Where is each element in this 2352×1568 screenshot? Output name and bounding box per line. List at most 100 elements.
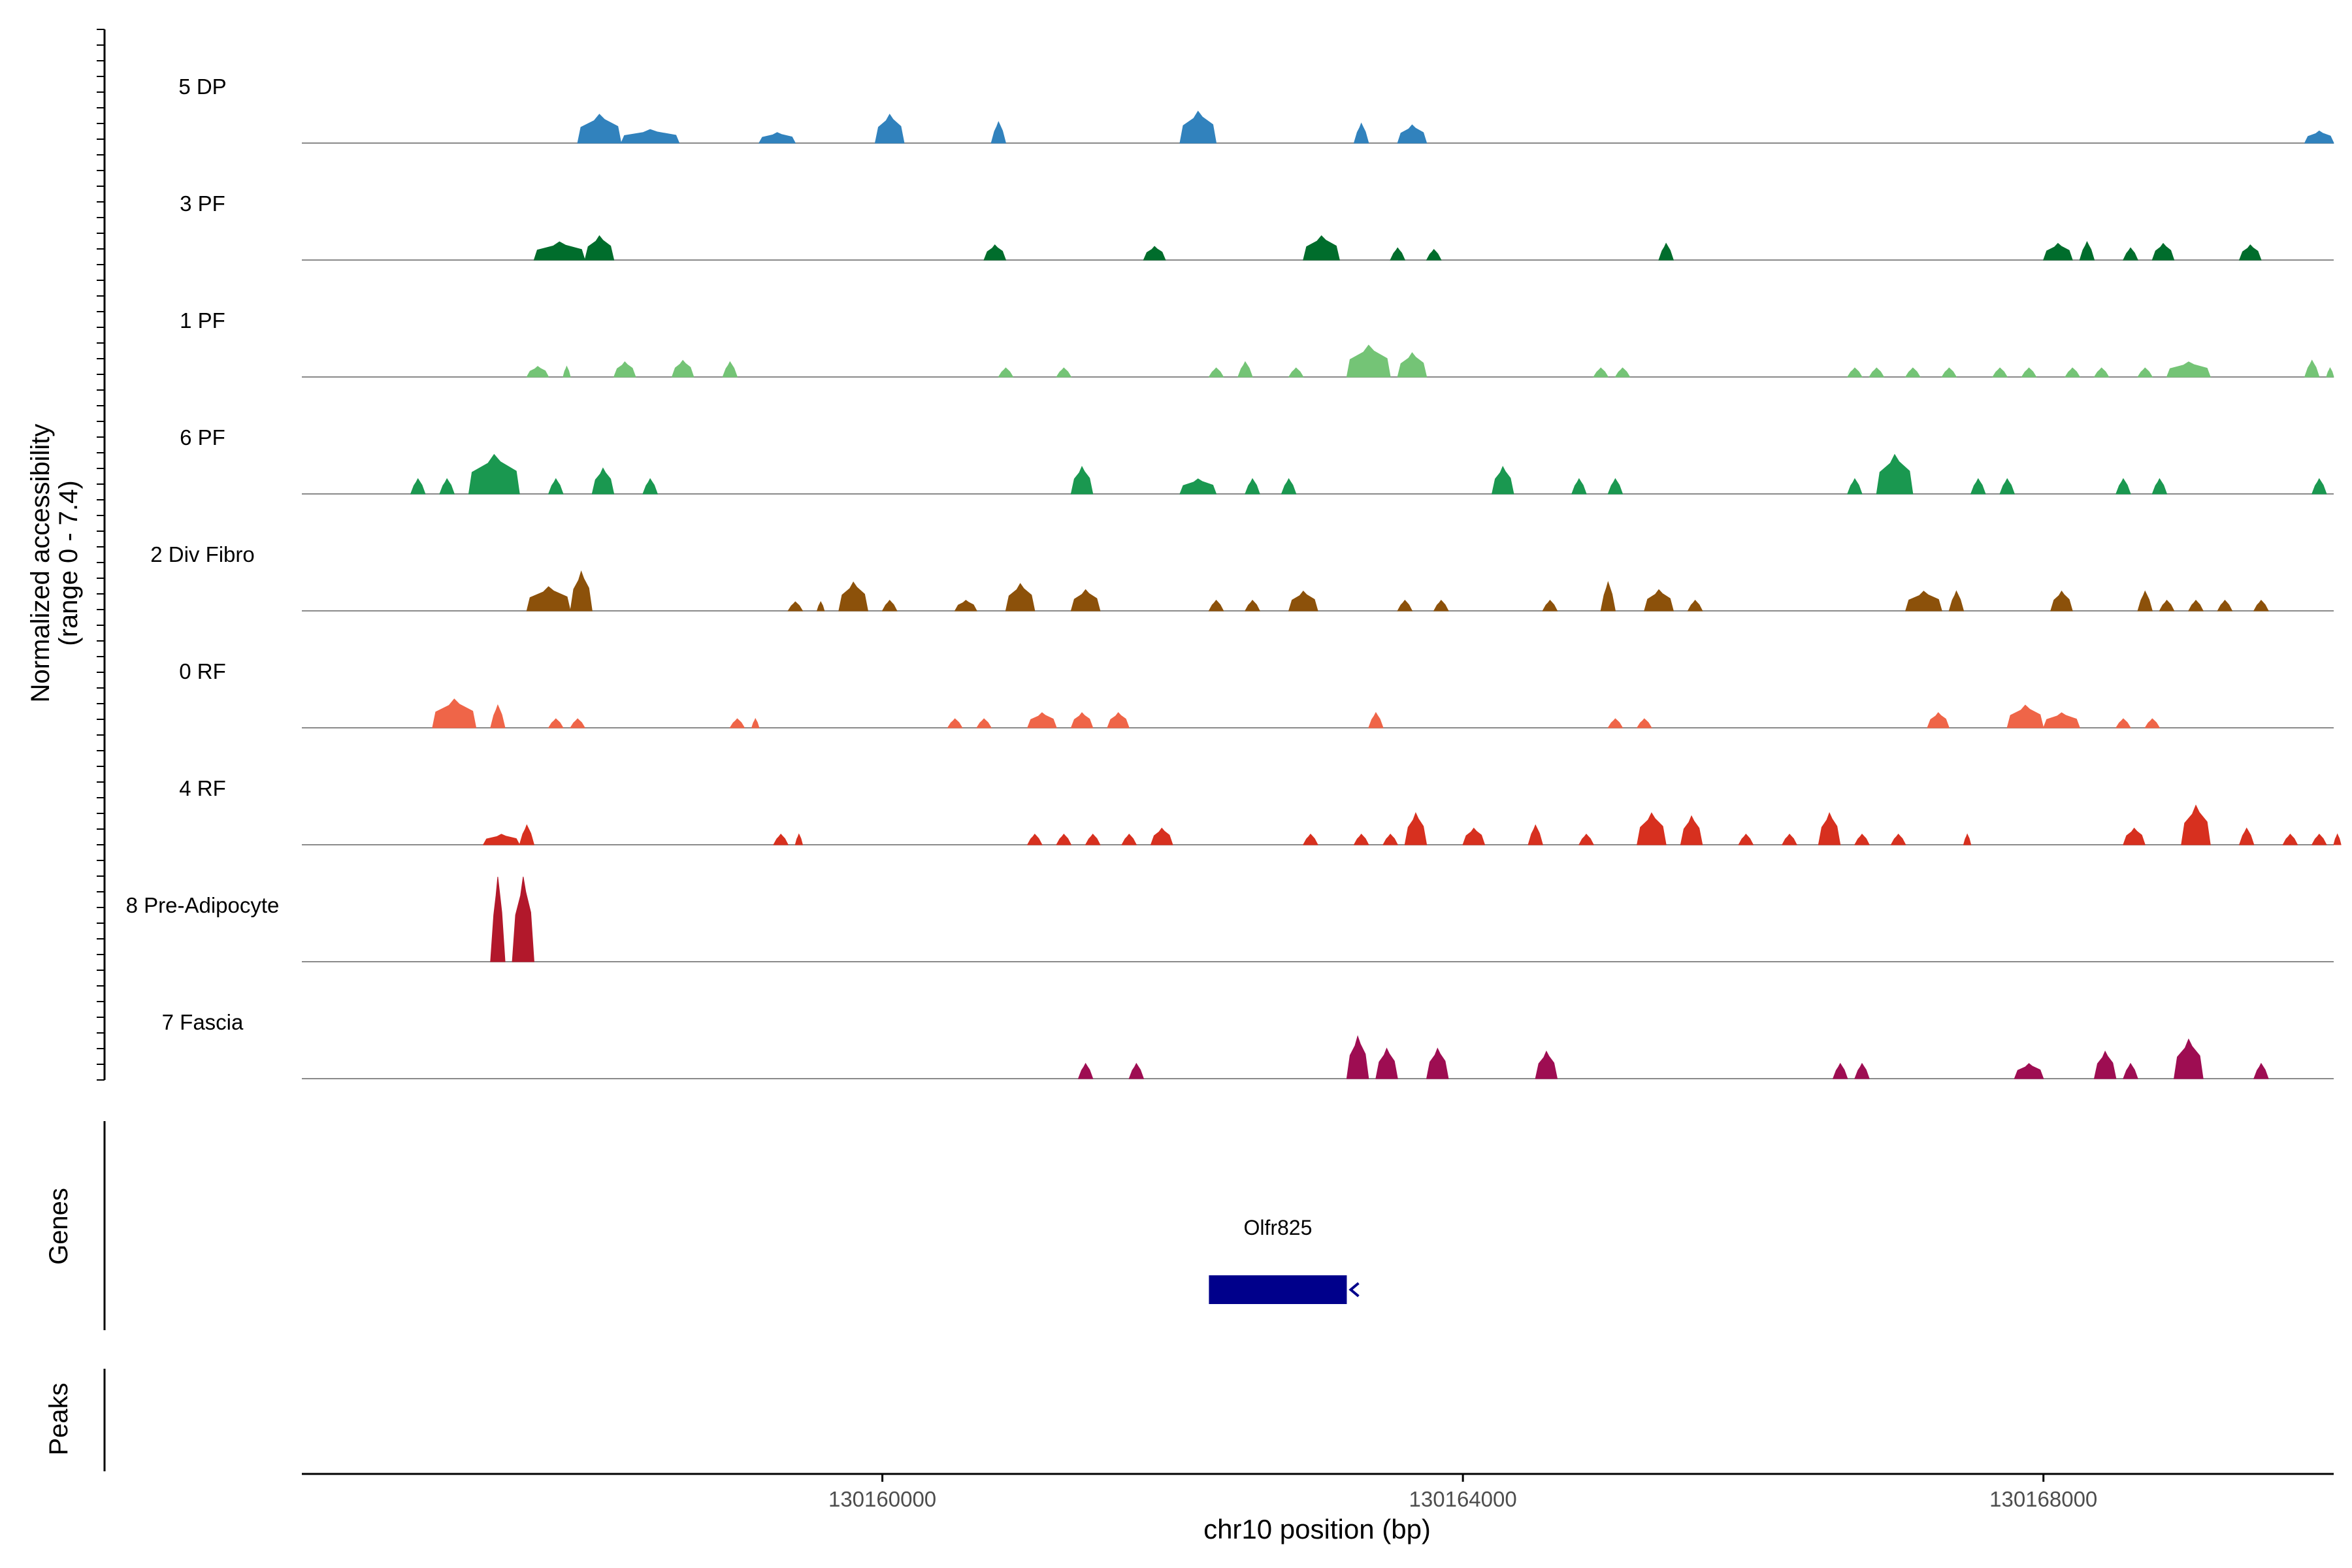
coverage-peak — [2166, 361, 2211, 378]
coverage-peak — [1992, 367, 2008, 378]
coverage-peak — [547, 478, 564, 495]
coverage-peak — [1208, 600, 1224, 612]
coverage-peak — [2238, 244, 2262, 261]
y-axis-title-line1: Normalized accessibility — [26, 424, 55, 703]
coverage-peak — [2151, 478, 2168, 495]
coverage-peak — [1179, 478, 1217, 495]
coverage-peak — [2188, 600, 2204, 612]
coverage-peak — [1782, 834, 1797, 845]
coverage-peak — [577, 114, 622, 144]
coverage-peak — [468, 453, 520, 495]
track-4-rf: 4 RF — [179, 776, 2342, 845]
coverage-peak — [998, 367, 1014, 378]
coverage-peak — [1382, 834, 1399, 845]
coverage-peak — [563, 365, 571, 378]
track-label: 0 RF — [179, 659, 226, 683]
coverage-peak — [526, 366, 549, 378]
x-axis: 130160000 130164000 130168000 — [302, 1473, 2334, 1511]
coverage-peak — [1890, 834, 1906, 845]
coverage-peak — [482, 834, 521, 845]
coverage-peak — [1687, 600, 1703, 612]
coverage-peak — [1302, 834, 1318, 845]
coverage-peak — [947, 718, 963, 728]
coverage-peak — [642, 478, 659, 495]
coverage-peak — [838, 581, 869, 612]
coverage-peak — [1426, 249, 1442, 261]
coverage-peak — [570, 718, 586, 728]
coverage-peak — [2333, 833, 2342, 845]
x-tick-label: 130168000 — [1989, 1487, 2097, 1511]
coverage-peak — [1491, 466, 1514, 495]
track-8-pre-adipocyte: 8 Pre-Adipocyte — [126, 876, 2334, 962]
coverage-peak — [794, 833, 804, 845]
coverage-peak — [1143, 246, 1166, 261]
coverage-peak — [519, 824, 535, 845]
coverage-peak — [983, 244, 1007, 261]
coverage-peak — [1578, 834, 1594, 845]
coverage-peak — [758, 132, 796, 144]
coverage-peak — [2159, 600, 2175, 612]
coverage-peak — [1614, 367, 1631, 378]
coverage-peak — [613, 361, 636, 378]
track-label: 8 Pre-Adipocyte — [126, 893, 280, 917]
coverage-peak — [1927, 712, 1950, 728]
coverage-peak — [1346, 1035, 1369, 1079]
coverage-peak — [2311, 834, 2327, 845]
coverage-peak — [1245, 478, 1260, 495]
coverage-peak — [1404, 811, 1428, 845]
genes-track-label: Genes — [44, 1188, 73, 1265]
coverage-peak — [533, 241, 585, 261]
coverage-peak — [2079, 240, 2095, 261]
coverage-peak — [591, 467, 615, 495]
coverage-peak — [2174, 1038, 2204, 1079]
coverage-peak — [881, 600, 898, 612]
coverage-peak — [2304, 130, 2334, 144]
coverage-peak — [1963, 833, 1972, 845]
track-label: 2 Div Fibro — [150, 542, 255, 566]
coverage-peak — [2144, 718, 2161, 728]
coverage-peak — [2253, 1062, 2269, 1079]
coverage-peak — [1600, 581, 1616, 612]
coverage-peak — [1869, 367, 1885, 378]
coverage-peak — [2042, 242, 2073, 261]
coverage-peak — [773, 834, 789, 845]
coverage-peak — [2238, 827, 2255, 845]
peaks-track-label: Peaks — [44, 1382, 73, 1455]
coverage-peak — [1462, 827, 1486, 845]
gene-annotation-track: Olfr825 — [1209, 1216, 1360, 1304]
track-6-pf: 6 PF — [180, 425, 2334, 495]
coverage-peak — [1245, 600, 1260, 612]
coverage-peak — [1571, 478, 1587, 495]
track-0-rf: 0 RF — [179, 659, 2334, 728]
coverage-peak — [2093, 1051, 2117, 1079]
coverage-peak — [2006, 704, 2044, 728]
coverage-peak — [2042, 712, 2081, 728]
coverage-peak — [490, 704, 506, 728]
track-3-pf: 3 PF — [180, 191, 2334, 261]
x-tick-label: 130160000 — [828, 1487, 936, 1511]
x-tick-label: 130164000 — [1409, 1487, 1517, 1511]
coverage-peak — [512, 876, 534, 962]
coverage-peak — [526, 586, 571, 612]
coverage-peak — [976, 718, 992, 728]
coverage-peak — [410, 478, 426, 495]
coverage-peak — [432, 698, 477, 728]
track-1-pf: 1 PF — [180, 308, 2334, 378]
coverage-peak — [1941, 367, 1957, 378]
coverage-peak — [2326, 367, 2334, 378]
coverage-peak — [1026, 834, 1043, 845]
coverage-peak — [1637, 812, 1667, 845]
coverage-peak — [874, 113, 905, 144]
coverage-peak — [722, 361, 738, 378]
coverage-peak — [1999, 478, 2016, 495]
coverage-tracks: 5 DP 3 PF 1 PF 6 PF 2 Div Fibro 0 RF 4 RF 8 Pre… — [126, 74, 2342, 1079]
coverage-peak — [1077, 1062, 1094, 1079]
coverage-peak — [2217, 600, 2233, 612]
coverage-peak — [1904, 367, 1921, 378]
coverage-peak — [1346, 344, 1391, 378]
coverage-peak — [1397, 124, 1428, 144]
coverage-peak — [1680, 815, 1703, 845]
coverage-peak — [990, 121, 1007, 144]
coverage-peak — [2137, 367, 2153, 378]
